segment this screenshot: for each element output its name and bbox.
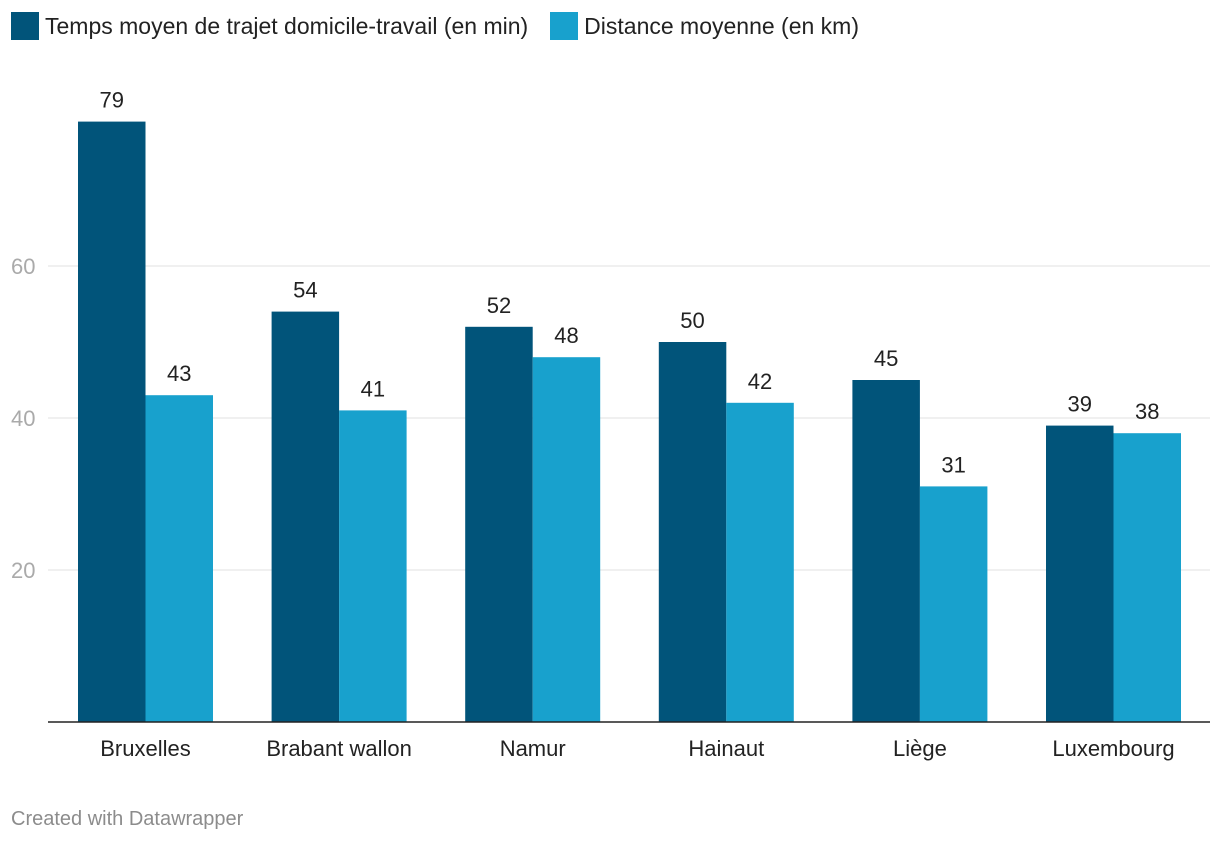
bar-2-2	[532, 357, 601, 722]
x-tick-label-3: Hainaut	[688, 736, 764, 761]
bar-1-3	[658, 342, 727, 722]
data-label-1-5: 39	[1068, 392, 1092, 417]
bar-2-5	[1113, 433, 1181, 722]
x-tick-label-2: Namur	[500, 736, 566, 761]
chart-legend: Temps moyen de trajet domicile-travail (…	[11, 12, 881, 40]
footer-credit: Created with Datawrapper	[11, 808, 244, 830]
data-label-2-2: 48	[554, 323, 578, 348]
bar-chart: 20 40 60 79 43 Bruxelles 54 41 Brabant wallon 52 4…	[11, 88, 1210, 761]
bar-1-2	[465, 326, 533, 722]
y-tick-label-40: 40	[11, 406, 35, 431]
x-tick-label-5: Luxembourg	[1052, 736, 1174, 761]
bar-2-0	[145, 395, 213, 722]
data-label-1-3: 50	[680, 308, 704, 333]
data-label-1-1: 54	[293, 278, 317, 303]
x-tick-label-0: Bruxelles	[100, 736, 190, 761]
bar-2-4	[919, 486, 988, 722]
data-label-1-4: 45	[874, 346, 898, 371]
bar-2-1	[339, 410, 407, 722]
legend-swatch-series2	[550, 12, 579, 40]
data-label-1-0: 79	[100, 88, 124, 113]
bar-1-0	[78, 121, 146, 723]
legend-item-series1: Temps moyen de trajet domicile-travail (…	[11, 12, 528, 40]
legend-label-series2: Distance moyenne (en km)	[584, 12, 860, 39]
data-label-2-5: 38	[1135, 399, 1159, 424]
data-label-2-1: 41	[361, 376, 385, 401]
bar-1-1	[271, 311, 340, 722]
legend-item-series2: Distance moyenne (en km)	[550, 12, 859, 40]
data-label-2-3: 42	[748, 369, 772, 394]
y-tick-label-60: 60	[11, 254, 35, 279]
data-label-1-2: 52	[487, 293, 511, 318]
legend-label-series1: Temps moyen de trajet domicile-travail (…	[45, 12, 529, 39]
data-label-2-4: 31	[941, 452, 965, 477]
bar-1-4	[852, 380, 920, 722]
bar-2-3	[726, 402, 794, 722]
x-tick-label-4: Liège	[893, 736, 947, 761]
y-tick-label-20: 20	[11, 558, 35, 583]
bar-1-5	[1046, 425, 1114, 722]
x-tick-label-1: Brabant wallon	[266, 736, 412, 761]
data-label-2-0: 43	[167, 361, 191, 386]
legend-swatch-series1	[11, 12, 39, 40]
